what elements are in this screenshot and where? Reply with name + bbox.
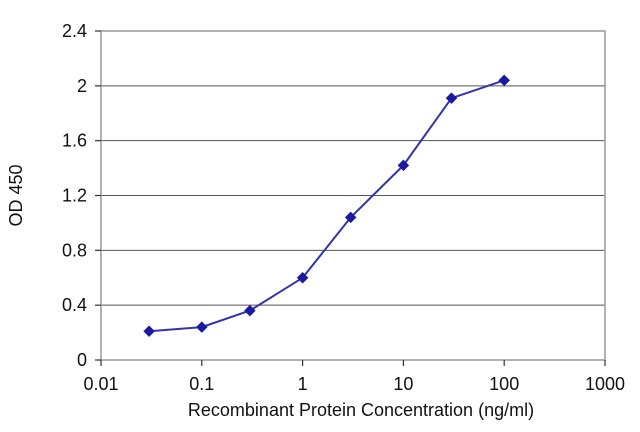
x-tick-label: 100 [489, 374, 519, 394]
gridlines [101, 85, 605, 306]
data-point [498, 74, 511, 87]
x-tick-label: 0.1 [189, 374, 214, 394]
y-tick-label: 2 [77, 76, 87, 96]
x-tick-label: 1 [298, 374, 308, 394]
data-point [445, 92, 458, 105]
y-tick-label: 2.4 [62, 21, 87, 41]
x-tick-label: 10 [393, 374, 413, 394]
y-tick-label: 1.6 [62, 131, 87, 151]
x-tick-label: 1000 [585, 374, 625, 394]
data-point [296, 271, 309, 284]
data-point [344, 211, 357, 224]
y-tick-label: 0.8 [62, 240, 87, 260]
data-point [143, 325, 155, 338]
y-tick-label: 1.2 [62, 186, 87, 206]
x-axis-title: Recombinant Protein Concentration (ng/ml… [188, 400, 534, 420]
data-point [195, 321, 208, 333]
series-layer [143, 74, 511, 338]
y-axis-ticks: 0 0.4 0.8 1.2 1.6 2 2.4 [62, 21, 101, 370]
data-point [397, 159, 410, 172]
x-tick-label: 0.01 [83, 374, 118, 394]
y-axis-title: OD 450 [6, 164, 26, 226]
x-axis-ticks: 0.01 0.1 1 10 100 1000 [83, 360, 625, 394]
series-line [149, 79, 505, 333]
y-tick-label: 0.4 [62, 295, 87, 315]
data-point [244, 304, 256, 317]
y-tick-label: 0 [77, 350, 87, 370]
